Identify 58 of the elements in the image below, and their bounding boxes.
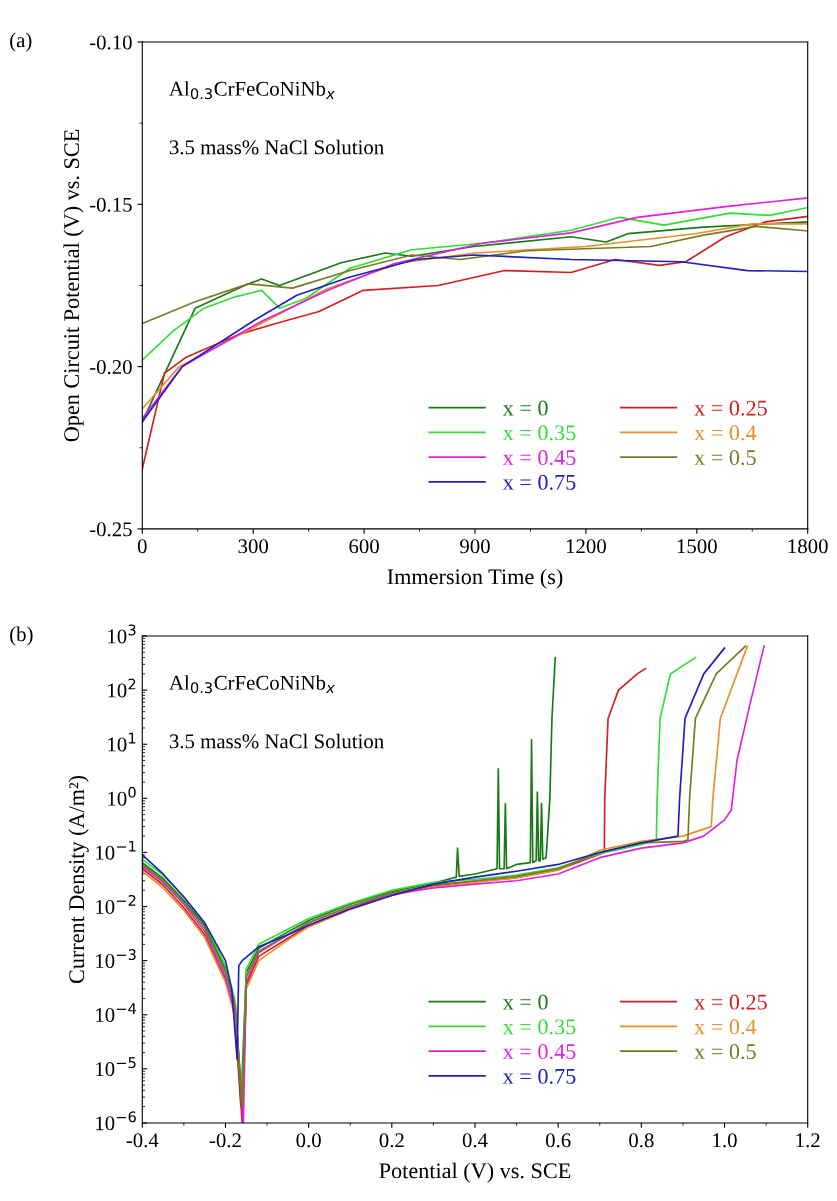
legend-label: x = 0.45 [502,450,576,466]
legend-label: x = 0 [502,400,548,416]
annotation: Al$_{0.3}$CrFeCoNiNb$_{x}$ [169,81,335,100]
x-tick-label: 1.0 [713,1133,737,1148]
y-tick-label: -0.25 [89,522,132,537]
annotation: 3.5 mass% NaCl Solution [169,139,384,155]
x-tick-label: 300 [238,539,269,554]
y-axis-title: Current Density (A/m²) [68,775,89,984]
legend-label: x = 0.35 [502,1019,576,1035]
legend-label: x = 0.25 [694,994,767,1010]
y-tick-label: 10$^{1}$ [108,732,136,752]
x-tick-label: 0.0 [296,1133,321,1148]
y-tick-label: -0.15 [89,197,132,212]
y-tick-label: -0.10 [89,35,132,50]
x-tick-label: -0.2 [209,1133,241,1148]
y-tick-label: 10$^{−2}$ [96,894,136,914]
x-tick-label: -0.4 [126,1133,159,1148]
legend-label: x = 0.4 [694,425,757,441]
x-tick-label: 0.8 [629,1133,654,1148]
x-tick-label: 600 [349,539,379,554]
legend-label: x = 0.45 [502,1044,576,1060]
x-tick-label: 1200 [566,539,606,554]
legend-label: x = 0.75 [502,474,576,490]
legend-label: x = 0.5 [694,1044,756,1060]
y-tick-label: 10$^{0}$ [108,786,136,806]
line-series [142,206,808,361]
x-tick-label: 0 [137,539,147,554]
y-tick-label: 10$^{2}$ [108,678,136,698]
y-tick-label: 10$^{−1}$ [96,840,136,860]
y-tick-label: 10$^{−3}$ [96,949,136,969]
y-tick-label: 10$^{−6}$ [96,1111,136,1131]
x-tick-label: 1.2 [796,1133,820,1148]
x-tick-label: 900 [460,539,490,554]
annotation: Al$_{0.3}$CrFeCoNiNb$_{x}$ [169,675,335,694]
y-tick-label: 10$^{−5}$ [96,1057,136,1077]
legend-label: x = 0 [502,994,548,1010]
y-tick-label: 10$^{3}$ [108,624,136,644]
x-tick-label: 1500 [677,539,717,554]
x-axis-title: Immersion Time (s) [387,568,563,589]
x-axis-title: Potential (V) vs. SCE [379,1162,571,1183]
x-tick-label: 0.4 [462,1133,488,1148]
legend-label: x = 0.75 [502,1068,576,1084]
legend-label: x = 0.25 [694,400,767,416]
legend-label: x = 0.35 [502,425,576,441]
x-tick-label: 0.2 [379,1133,404,1148]
text: (b) [10,626,33,646]
text: (a) [10,32,32,52]
x-tick-label: 0.6 [545,1133,571,1148]
y-axis-title: Open Circuit Potential (V) vs. SCE [63,129,84,442]
line-series [142,225,808,325]
y-tick-label: 10$^{−4}$ [96,1003,137,1023]
line-series [142,254,808,423]
y-tick-label: -0.20 [89,360,132,375]
annotation: 3.5 mass% NaCl Solution [169,733,384,749]
x-tick-label: 1800 [788,539,828,554]
legend-label: x = 0.5 [694,450,756,466]
legend-label: x = 0.4 [694,1019,757,1035]
line-series [142,215,808,470]
